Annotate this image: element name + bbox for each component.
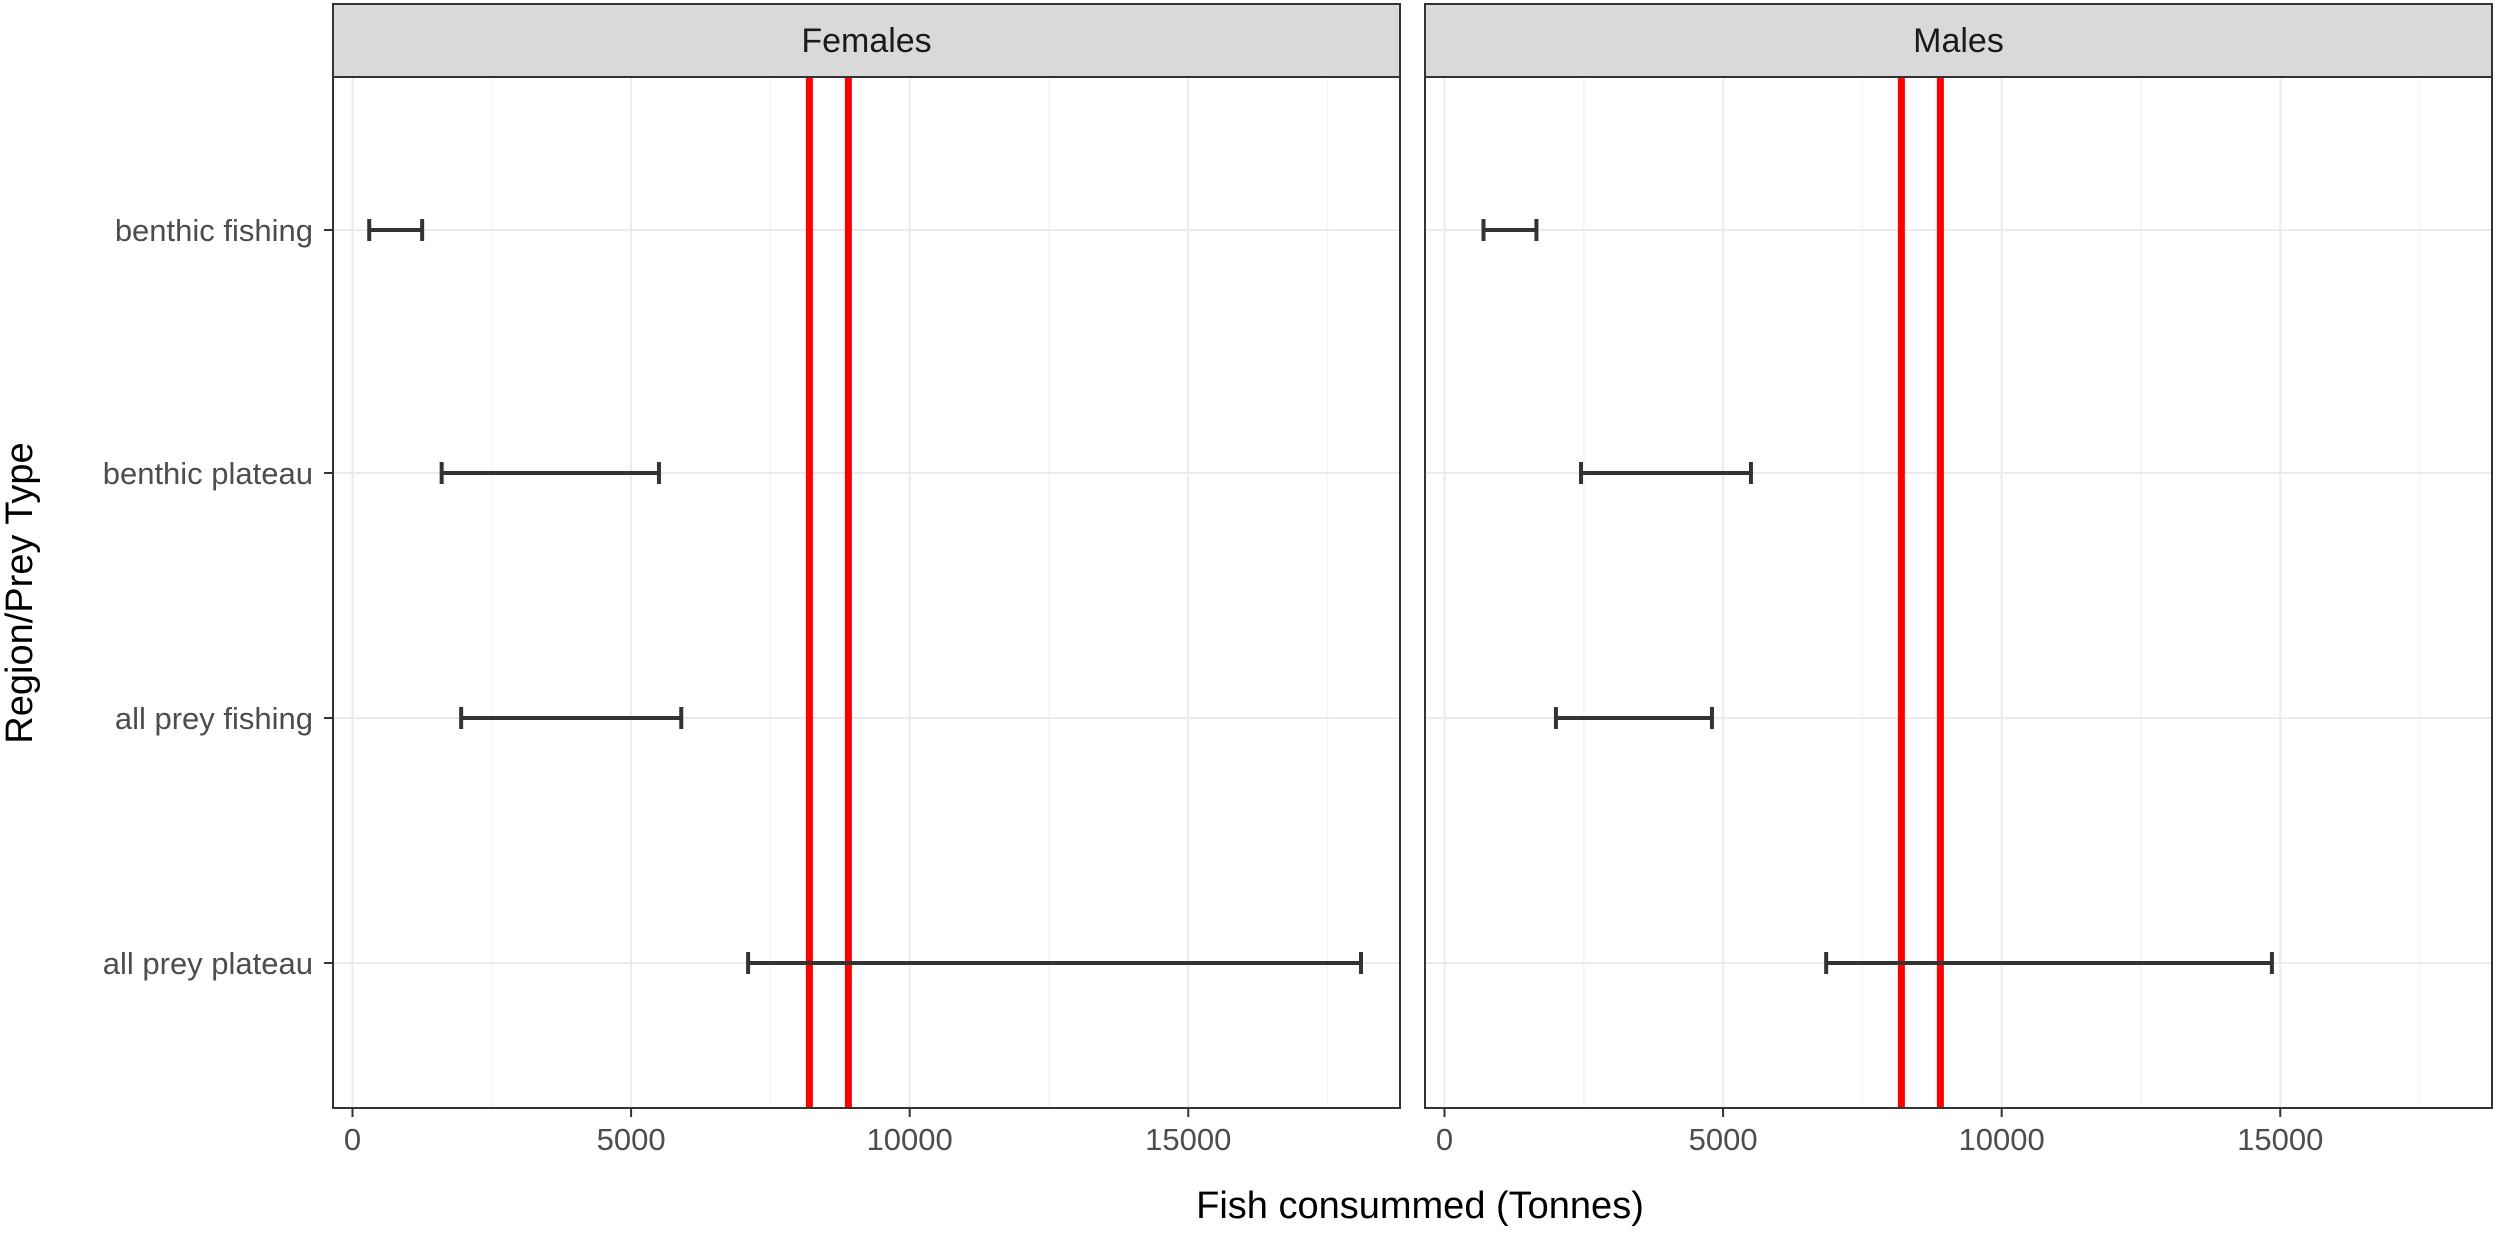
x-tick-label: 0 [1436,1122,1453,1157]
errorbar-all-prey-fishing [1553,707,1714,729]
facet-strip-label: Females [801,22,931,60]
panel-background [333,77,1400,1108]
y-tick-label: benthic fishing [115,213,313,248]
facet-panel-females: Females 0 5000 10000 15000 [332,3,1401,1157]
y-tick-label: all prey plateau [103,946,313,981]
panel-background [1425,77,2492,1108]
x-tick-label: 5000 [597,1122,666,1157]
errorbar-benthic-plateau [439,462,661,484]
facet-panel-males: Males 0 5000 10000 15000 [1424,3,2493,1157]
x-tick-label: 5000 [1689,1122,1758,1157]
facet-strip [1424,3,2493,78]
facet-strip-label: Males [1913,22,2004,60]
errorbar-all-prey-plateau [1824,952,2274,974]
y-tick-label: benthic plateau [103,456,313,491]
x-axis-title: Fish consummed (Tonnes) [1196,1185,1644,1227]
x-tick-label: 10000 [867,1122,953,1157]
x-tick-label: 10000 [1959,1122,2045,1157]
facet-strip [332,3,1401,78]
errorbar-all-prey-plateau [746,952,1363,974]
x-tick-label: 15000 [2237,1122,2323,1157]
x-tick-label: 15000 [1145,1122,1231,1157]
y-tick-label: all prey fishing [115,701,313,736]
y-axis-title: Region/Prey Type [0,442,41,743]
errorbar-all-prey-fishing [459,707,684,729]
errorbar-benthic-fishing [367,219,425,241]
errorbar-benthic-plateau [1579,462,1753,484]
x-tick-label: 0 [344,1122,361,1157]
errorbar-benthic-fishing [1481,219,1539,241]
